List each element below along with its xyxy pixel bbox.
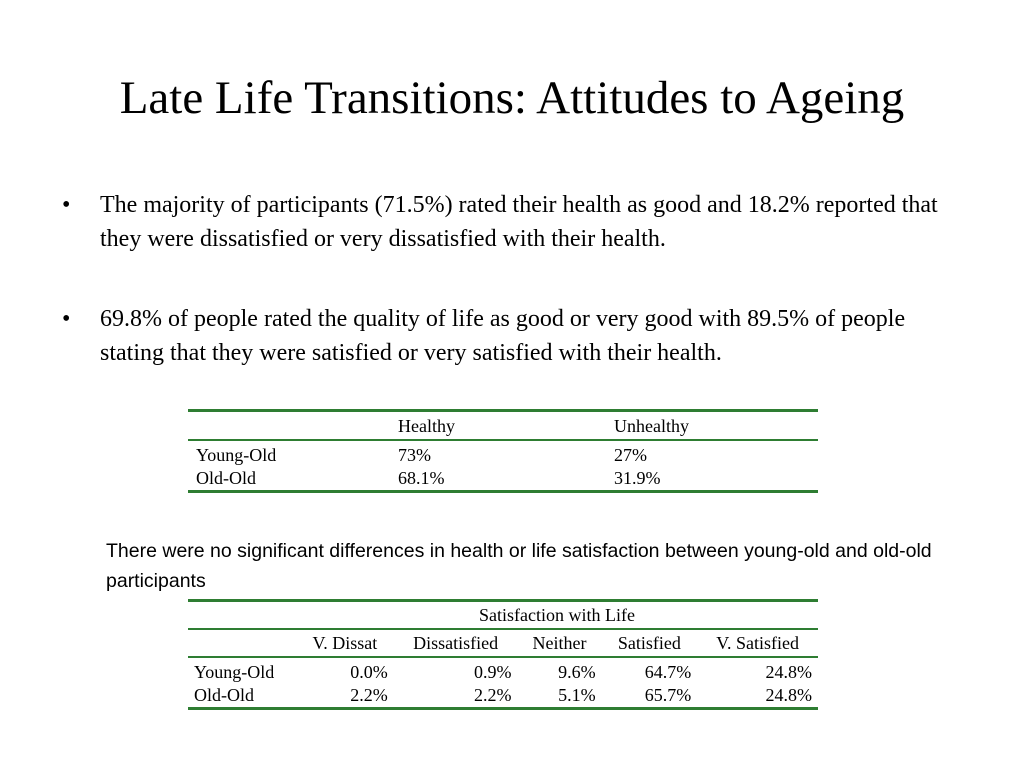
table-cell: 5.1% xyxy=(558,685,596,705)
column-header xyxy=(188,629,296,658)
table-cell: 65.7% xyxy=(644,685,692,705)
column-header xyxy=(188,410,390,441)
table-cell: 24.8% xyxy=(765,685,813,705)
row-label: Young-Old xyxy=(196,445,277,465)
row-label: Old-Old xyxy=(196,468,256,488)
table-row: Young-Old 0.0% 0.9% 9.6% 64.7% 24.8% xyxy=(188,657,818,684)
table-cell: 68.1% xyxy=(398,468,445,488)
table-row: Young-Old 73% 27% xyxy=(188,440,818,467)
column-header: Satisfied xyxy=(601,629,698,658)
bullet-dot: • xyxy=(62,306,71,332)
table-row: Old-Old 2.2% 2.2% 5.1% 65.7% 24.8% xyxy=(188,684,818,709)
column-header: Dissatisfied xyxy=(393,629,518,658)
table-header-row: V. Dissat Dissatisfied Neither Satisfied… xyxy=(188,629,818,658)
bullet-item: • 69.8% of people rated the quality of l… xyxy=(62,302,962,370)
findings-note: There were no significant differences in… xyxy=(106,540,932,592)
table-cell: 27% xyxy=(614,445,647,465)
table-cell: 0.0% xyxy=(350,662,388,682)
table-row: Old-Old 68.1% 31.9% xyxy=(188,467,818,492)
table-cell: 0.9% xyxy=(473,662,512,682)
bullet-list: • The majority of participants (71.5%) r… xyxy=(62,188,962,416)
column-header: Healthy xyxy=(390,410,606,441)
bullet-item: • The majority of participants (71.5%) r… xyxy=(62,188,962,256)
health-table: Healthy Unhealthy Young-Old 73% 27% Old-… xyxy=(188,409,818,493)
table-cell: 64.7% xyxy=(644,662,692,682)
bullet-text: 69.8% of people rated the quality of lif… xyxy=(100,306,906,366)
bullet-text: The majority of participants (71.5%) rat… xyxy=(100,192,938,252)
column-header: V. Dissat xyxy=(296,629,394,658)
satisfaction-table: Satisfaction with Life V. Dissat Dissati… xyxy=(188,599,818,710)
group-header: Satisfaction with Life xyxy=(296,600,818,630)
table-cell: 9.6% xyxy=(558,662,596,682)
table-cell: 24.8% xyxy=(765,662,813,682)
column-header: V. Satisfied xyxy=(697,629,818,658)
table-cell: 2.2% xyxy=(350,685,388,705)
table-cell: 73% xyxy=(398,445,431,465)
table-header-row: Healthy Unhealthy xyxy=(188,410,818,441)
group-header-spacer xyxy=(188,600,296,630)
table-cell: 2.2% xyxy=(473,685,512,705)
row-label: Old-Old xyxy=(194,685,254,705)
group-header-row: Satisfaction with Life xyxy=(188,600,818,630)
bullet-dot: • xyxy=(62,192,71,218)
column-header: Unhealthy xyxy=(606,410,818,441)
slide-title: Late Life Transitions: Attitudes to Agei… xyxy=(119,72,905,124)
column-header: Neither xyxy=(517,629,602,658)
row-label: Young-Old xyxy=(194,662,275,682)
table-cell: 31.9% xyxy=(614,468,661,488)
